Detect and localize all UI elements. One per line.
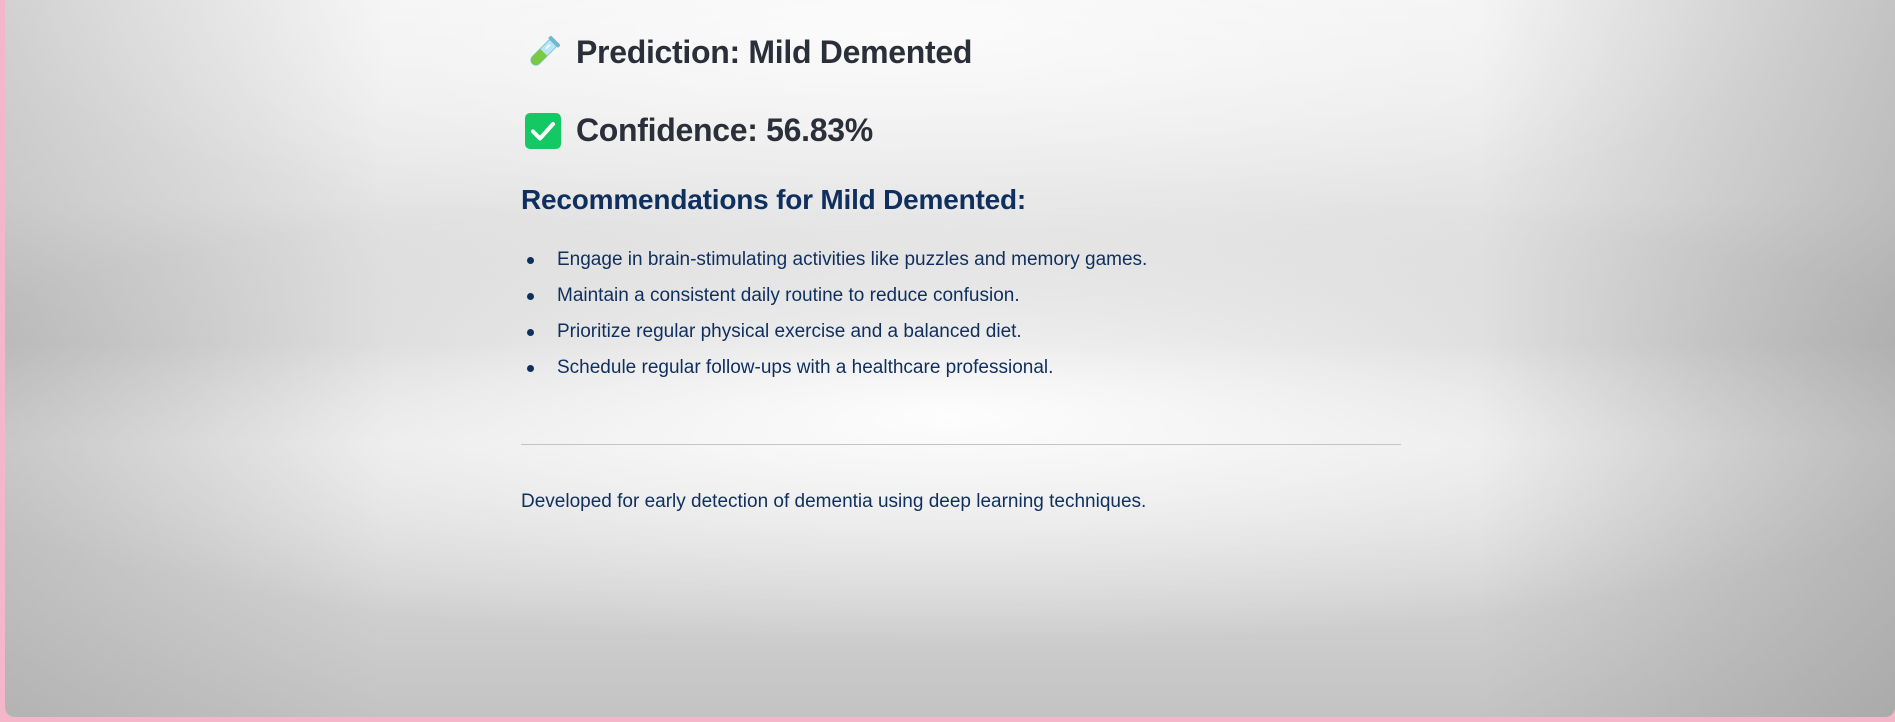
confidence-result: Confidence: 56.83% — [525, 112, 873, 149]
prediction-text: Prediction: Mild Demented — [576, 34, 973, 70]
test-tube-icon — [525, 35, 561, 71]
check-mark-button-icon — [525, 112, 561, 149]
app-container: Prediction: Mild Demented Confidence: 56… — [5, 0, 1895, 717]
recommendation-item: Engage in brain-stimulating activities l… — [521, 246, 1147, 282]
divider — [521, 444, 1401, 445]
recommendations-list: Engage in brain-stimulating activities l… — [521, 246, 1147, 390]
footer-text: Developed for early detection of dementi… — [521, 491, 1147, 512]
recommendation-item: Maintain a consistent daily routine to r… — [521, 282, 1147, 318]
prediction-result: Prediction: Mild Demented — [525, 34, 972, 71]
recommendations-heading: Recommendations for Mild Demented: — [521, 184, 1027, 215]
recommendation-item: Schedule regular follow-ups with a healt… — [521, 354, 1147, 390]
recommendation-item: Prioritize regular physical exercise and… — [521, 318, 1147, 354]
confidence-text: Confidence: 56.83% — [576, 112, 873, 148]
